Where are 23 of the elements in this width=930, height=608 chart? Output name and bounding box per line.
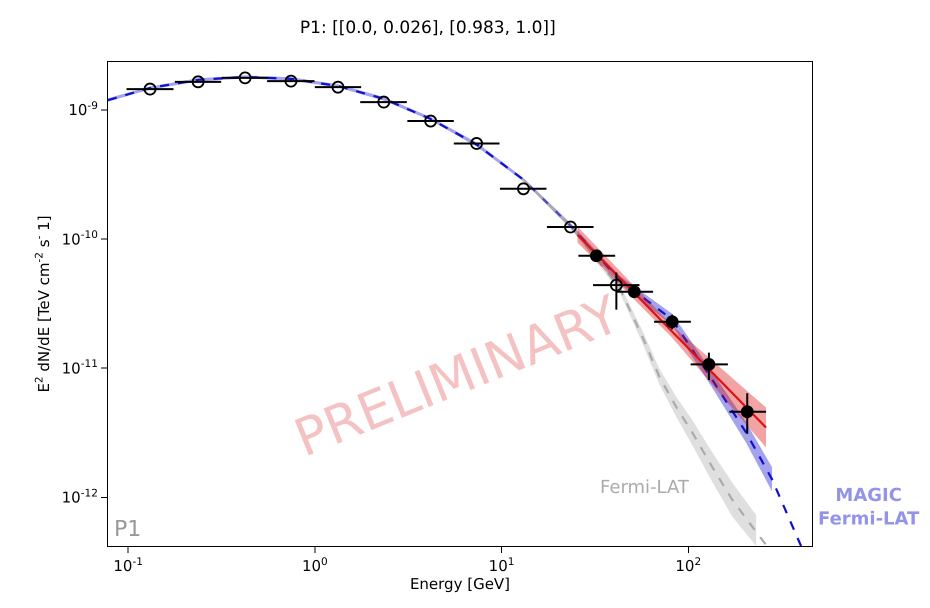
series-label: Fermi-LAT: [600, 477, 690, 498]
y-tick-label: 10$^{-9}$: [68, 100, 98, 120]
annotation: P1: [114, 517, 142, 542]
point: [424, 114, 438, 128]
point: [610, 278, 623, 292]
x-tick-label: 10$^{-1}$: [113, 556, 143, 576]
chart-title: P1: [[0.0, 0.026], [0.983, 1.0]]: [300, 18, 556, 38]
series-label: MAGIC Fermi-LAT: [818, 485, 920, 530]
x-tick-label: 10$^{2}$: [675, 556, 702, 576]
point: [284, 74, 298, 88]
y-tick-label: 10$^{-11}$: [62, 358, 98, 378]
x-axis-title: Energy [GeV]: [410, 575, 510, 594]
point: [564, 220, 577, 234]
point: [192, 75, 205, 88]
point: [517, 182, 530, 196]
y-tick-label: 10$^{-10}$: [62, 229, 98, 248]
x-tick-label: 10$^{0}$: [302, 556, 328, 576]
point: [470, 137, 483, 150]
x-tick-label: 10$^{1}$: [488, 556, 514, 576]
y-tick-label: 10$^{-12}$: [62, 487, 98, 507]
point: [238, 72, 252, 84]
point: [332, 80, 344, 94]
point: [377, 96, 390, 108]
